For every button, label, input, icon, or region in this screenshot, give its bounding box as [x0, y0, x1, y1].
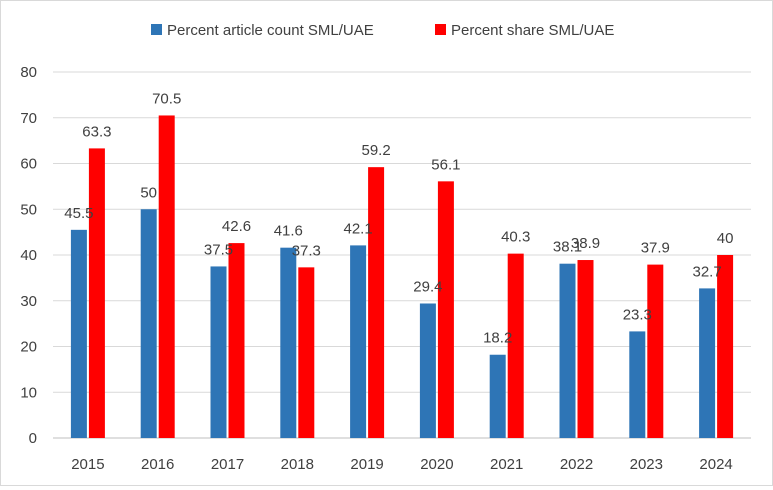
- y-axis: 0 10 20 30 40 50 60 70 80: [20, 64, 37, 447]
- y-tick-label: 50: [20, 201, 37, 218]
- data-label: 40: [717, 230, 734, 247]
- data-label: 59.2: [361, 142, 390, 159]
- data-labels: 45.5 63.3 50 70.5 37.5 42.6 41.6 37.3 42.1 59.2 29…: [64, 90, 733, 346]
- x-tick-label: 2015: [71, 456, 104, 473]
- x-tick-label: 2021: [490, 456, 523, 473]
- bar-article-count: [629, 331, 646, 438]
- data-label: 41.6: [274, 223, 303, 240]
- data-label: 18.2: [483, 330, 512, 347]
- y-tick-label: 10: [20, 384, 37, 401]
- data-label: 29.4: [413, 278, 442, 295]
- bar-share: [88, 148, 105, 438]
- x-axis: 2015 2016 2017 2018 2019 2020 2021 2022 2023 2024: [71, 456, 733, 473]
- y-tick-label: 0: [29, 430, 37, 447]
- data-label: 63.3: [82, 123, 111, 140]
- bar-article-count: [559, 263, 576, 438]
- bar-share: [647, 264, 664, 438]
- legend-label-article-count: Percent article count SML/UAE: [167, 22, 374, 39]
- bars: [70, 115, 734, 439]
- data-label: 32.7: [692, 263, 721, 280]
- y-tick-label: 60: [20, 156, 37, 173]
- bar-share: [437, 181, 454, 438]
- data-label: 70.5: [152, 90, 181, 107]
- x-tick-label: 2023: [630, 456, 663, 473]
- y-tick-label: 80: [20, 64, 37, 81]
- bar-article-count: [419, 303, 436, 438]
- bar-article-count: [140, 209, 157, 438]
- data-label: 42.1: [343, 220, 372, 237]
- bar-article-count: [699, 288, 716, 438]
- bar-article-count: [280, 247, 297, 438]
- legend-swatch-share: [435, 24, 446, 35]
- data-label: 42.6: [222, 218, 251, 235]
- bar-article-count: [350, 245, 367, 438]
- data-label: 56.1: [431, 156, 460, 173]
- data-label: 45.5: [64, 205, 93, 222]
- data-label: 38.1: [553, 239, 582, 256]
- bar-share: [717, 255, 734, 438]
- legend-label-share: Percent share SML/UAE: [451, 22, 614, 39]
- legend-swatch-article-count: [151, 24, 162, 35]
- bar-share: [507, 253, 524, 438]
- data-label: 37.5: [204, 241, 233, 258]
- bar-share: [298, 267, 315, 438]
- x-tick-label: 2022: [560, 456, 593, 473]
- data-label: 38.9: [571, 235, 600, 252]
- bar-share: [577, 260, 594, 438]
- x-tick-label: 2016: [141, 456, 174, 473]
- x-tick-label: 2020: [420, 456, 453, 473]
- data-label: 23.3: [623, 306, 652, 323]
- data-label: 37.3: [292, 242, 321, 259]
- y-tick-label: 70: [20, 110, 37, 127]
- data-label: 40.3: [501, 229, 530, 246]
- bar-article-count: [70, 229, 87, 438]
- bar-share: [368, 167, 385, 438]
- x-tick-label: 2024: [699, 456, 732, 473]
- x-tick-label: 2019: [350, 456, 383, 473]
- x-tick-label: 2018: [281, 456, 314, 473]
- x-tick-label: 2017: [211, 456, 244, 473]
- y-tick-label: 20: [20, 339, 37, 356]
- legend: Percent article count SML/UAE Percent sh…: [151, 22, 614, 39]
- y-tick-label: 30: [20, 293, 37, 310]
- bar-share: [158, 115, 175, 439]
- bar-article-count: [210, 266, 227, 438]
- y-tick-label: 40: [20, 247, 37, 264]
- data-label: 50: [140, 184, 157, 201]
- data-label: 37.9: [641, 240, 670, 257]
- bar-article-count: [489, 354, 506, 438]
- bar-share: [228, 243, 245, 438]
